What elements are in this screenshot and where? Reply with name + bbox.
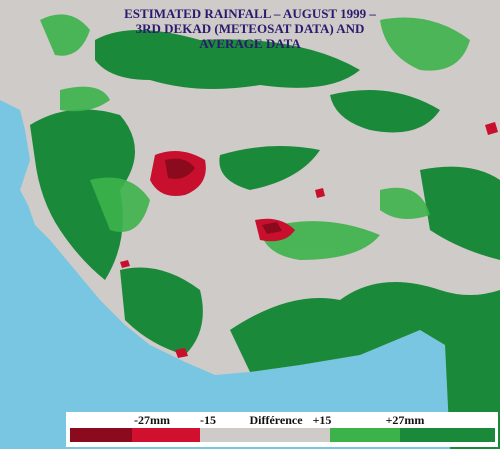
very-dry-areas (165, 158, 282, 234)
legend-swatch (330, 428, 400, 442)
legend-label: -15 (200, 413, 216, 427)
moderately-wet-areas (40, 14, 470, 260)
legend-swatch (132, 428, 200, 442)
legend-swatch (200, 428, 330, 442)
legend-label: -27mm (134, 413, 170, 427)
wet-areas (30, 30, 500, 449)
legend-label: Différence (249, 413, 303, 427)
legend-swatch (400, 428, 495, 442)
legend: -27mm -15 Différence +15 +27mm (66, 412, 498, 447)
legend-swatch (70, 428, 132, 442)
legend-label: +27mm (386, 413, 425, 427)
title-line: AVERAGE DATA (199, 36, 301, 51)
title-line: 3RD DEKAD (METEOSAT DATA) AND (136, 21, 365, 36)
legend-label: +15 (313, 413, 332, 427)
title-line: ESTIMATED RAINFALL – AUGUST 1999 – (124, 6, 376, 21)
